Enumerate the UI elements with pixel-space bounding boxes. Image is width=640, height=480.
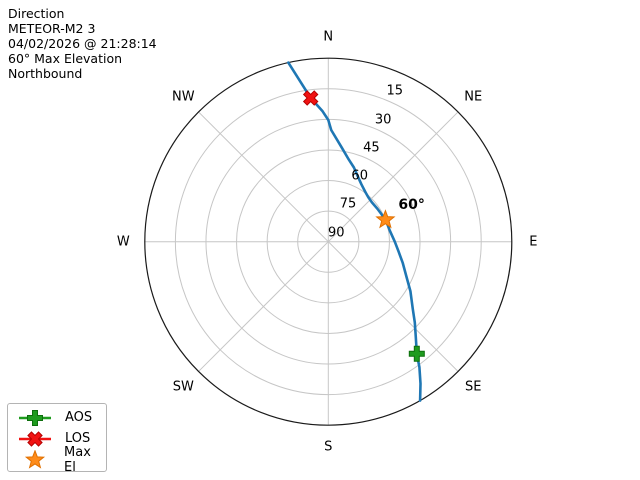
chart-title-line: METEOR-M2 3 [8,21,96,36]
legend: AOS LOS Max El [7,403,107,475]
aos-marker-icon [19,409,51,426]
aos-marker [408,345,425,362]
chart-title-line: 04/02/2026 @ 21:28:14 [8,36,157,51]
max-el-marker-icon [24,450,46,469]
compass-label-nw: NW [172,89,195,105]
los-marker-icon [19,431,51,447]
chart-title-line: Direction [8,6,65,21]
chart-title-block: Direction METEOR-M2 3 04/02/2026 @ 21:28:1… [8,6,157,81]
compass-label-se: SE [465,379,482,395]
los-marker [302,90,319,106]
elevation-tick-label: 75 [339,196,357,212]
chart-title-line: 60° Max Elevation [8,51,123,66]
max-elevation-annotation: 60° [398,196,425,213]
elevation-tick-label: 45 [363,140,380,156]
legend-item-label: AOS [65,410,93,426]
legend-item-max-el: Max El [13,445,106,475]
legend-item-label: Max El [64,445,91,476]
compass-label-w: W [116,234,130,250]
elevation-tick-label: 15 [386,83,404,99]
legend-item-label: LOS [65,431,91,447]
compass-label-sw: SW [172,379,194,395]
horizon-circle [144,57,513,426]
polar-grid [144,58,512,426]
max-el-marker [375,209,396,229]
compass-label-e: E [529,234,538,250]
elevation-tick-label: 90 [328,225,345,241]
compass-label-ne: NE [464,89,483,105]
satellite-track-line [287,61,422,402]
legend-item-aos: AOS [13,407,106,428]
chart-title-line: Northbound [8,66,83,81]
compass-label-s: S [324,439,333,455]
legend-item-los: LOS [13,428,106,449]
compass-label-n: N [323,29,334,45]
elevation-tick-label: 30 [374,112,392,128]
elevation-tick-label: 60 [351,168,368,184]
